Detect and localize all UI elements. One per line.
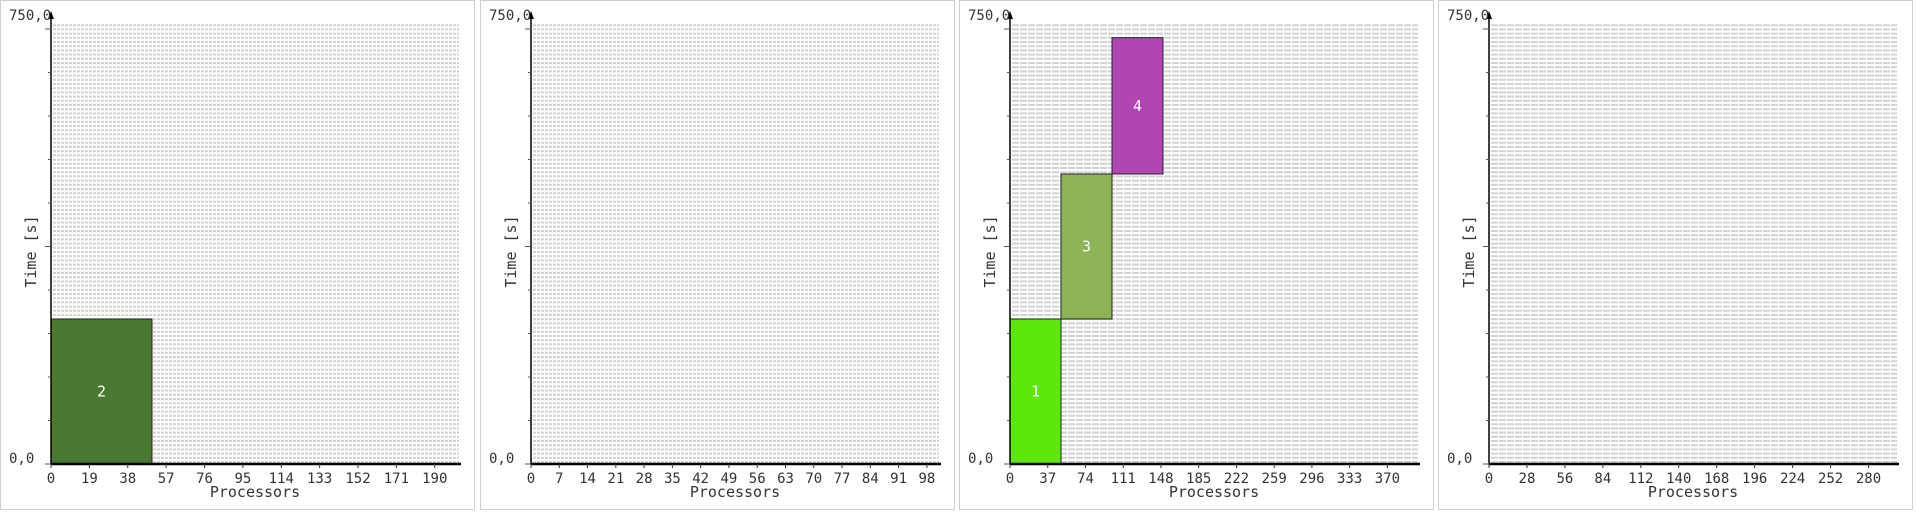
chart1-job-2-label: 2 — [97, 383, 106, 401]
chart2-x-tick-label: 0 — [527, 471, 535, 487]
chart3-x-tick-label: 148 — [1148, 471, 1173, 487]
chart4-x-tick-label: 84 — [1594, 471, 1611, 487]
chart1-x-axis-title: Processors — [210, 483, 300, 501]
chart3-job-1-label: 1 — [1031, 383, 1040, 401]
chart4-x-tick-label: 0 — [1485, 471, 1493, 487]
chart4-x-tick-label: 56 — [1556, 471, 1573, 487]
chart3-y-max-label: 750,0 — [968, 8, 1010, 24]
chart1-x-tick-label: 190 — [422, 471, 447, 487]
chart4-y-axis-arrow — [1486, 11, 1492, 19]
chart1-job-2-rect[interactable] — [50, 318, 153, 465]
chart2-x-tick-label: 21 — [607, 471, 624, 487]
chart1-x-tick-label: 114 — [269, 471, 294, 487]
chart1-y-axis-arrow — [48, 11, 54, 19]
chart3-job-4-rect[interactable] — [1111, 37, 1164, 175]
chart3-x-tick-label: 185 — [1186, 471, 1211, 487]
chart1-x-tick-label: 133 — [307, 471, 332, 487]
chart2-x-tick-label: 35 — [664, 471, 681, 487]
chart3-job-3-rect[interactable] — [1060, 173, 1113, 320]
chart1-x-tick-label: 57 — [158, 471, 175, 487]
chart3-x-tick-label: 333 — [1337, 471, 1362, 487]
chart2-x-tick-label: 98 — [918, 471, 935, 487]
chart2-y-max-label: 750,0 — [489, 8, 531, 24]
chart4-y-max-label: 750,0 — [1447, 8, 1489, 24]
chart1-y-max-label: 750,0 — [9, 8, 51, 24]
chart4-x-tick-label: 224 — [1780, 471, 1805, 487]
chart-svg-3: 1 3 4 0 37 74 111 148 185 222 259 296 333 370 750,0 0,0… — [968, 8, 1420, 501]
chart-panel-1: 2 0 19 38 57 76 95 114 133 152 171 190 750,0 0,0 Time … — [0, 0, 475, 510]
chart4-x-tick-label: 140 — [1666, 471, 1691, 487]
chart2-y-axis-arrow — [528, 11, 534, 19]
chart-svg-1: 2 0 19 38 57 76 95 114 133 152 171 190 750,0 0,0 Time … — [9, 8, 461, 501]
chart4-y-origin-label: 0,0 — [1447, 451, 1472, 467]
chart2-grid — [533, 24, 939, 463]
chart3-job-4-label: 4 — [1133, 97, 1142, 115]
chart1-x-tick-label: 95 — [234, 471, 251, 487]
chart3-job-4[interactable]: 4 — [1111, 37, 1164, 175]
chart4-x-tick-label: 252 — [1818, 471, 1843, 487]
chart2-x-tick-label: 56 — [749, 471, 766, 487]
chart1-x-tick-label: 152 — [345, 471, 370, 487]
chart2-x-tick-label: 49 — [721, 471, 738, 487]
chart4-x-axis-title: Processors — [1648, 483, 1738, 501]
chart2-x-tick-label: 63 — [777, 471, 794, 487]
chart4-x-tick-label: 112 — [1628, 471, 1653, 487]
chart3-x-tick-label: 0 — [1006, 471, 1014, 487]
chart3-x-tick-label: 111 — [1111, 471, 1136, 487]
chart1-job-2[interactable]: 2 — [50, 318, 153, 465]
chart1-y-axis-title: Time [s] — [22, 215, 40, 287]
chart2-x-tick-label: 14 — [579, 471, 596, 487]
chart2-x-tick-label: 42 — [692, 471, 709, 487]
chart3-y-axis-arrow — [1007, 11, 1013, 19]
chart4-grid — [1491, 24, 1897, 463]
chart-panel-2: 0 7 14 21 28 35 42 49 56 63 70 77 84 91 98 750,0 0,0 Time… — [480, 0, 955, 510]
chart4-x-tick-label: 196 — [1742, 471, 1767, 487]
chart-svg-2: 0 7 14 21 28 35 42 49 56 63 70 77 84 91 98 750,0 0,0 Time… — [489, 8, 941, 501]
chart3-x-tick-label: 222 — [1224, 471, 1249, 487]
chart3-job-3-label: 3 — [1082, 238, 1091, 256]
chart1-x-tick-label: 38 — [119, 471, 136, 487]
chart3-job-1[interactable]: 1 — [1009, 318, 1062, 465]
chart2-y-origin-label: 0,0 — [489, 451, 514, 467]
chart1-y-origin-label: 0,0 — [9, 451, 34, 467]
chart1-x-tick-label: 171 — [384, 471, 409, 487]
chart3-x-tick-label: 370 — [1375, 471, 1400, 487]
chart3-x-tick-label: 74 — [1077, 471, 1094, 487]
chart1-grid — [53, 24, 459, 463]
chart-svg-4: 0 28 56 84 112 140 168 196 224 252 280 750,0 0,0 Time… — [1447, 8, 1899, 501]
chart3-y-axis-title: Time [s] — [981, 215, 999, 287]
chart4-y-axis-title: Time [s] — [1460, 215, 1478, 287]
chart2-x-tick-label: 84 — [862, 471, 879, 487]
chart1-x-tick-label: 0 — [47, 471, 55, 487]
chart2-x-tick-label: 70 — [805, 471, 822, 487]
chart2-x-tick-label: 7 — [555, 471, 563, 487]
chart3-y-origin-label: 0,0 — [968, 451, 993, 467]
chart2-x-tick-label: 91 — [890, 471, 907, 487]
chart1-x-tick-label: 19 — [81, 471, 98, 487]
chart1-x-tick-label: 76 — [196, 471, 213, 487]
chart4-x-tick-label: 168 — [1704, 471, 1729, 487]
chart3-x-tick-label: 37 — [1039, 471, 1056, 487]
chart3-x-tick-label: 296 — [1299, 471, 1324, 487]
chart2-y-axis-title: Time [s] — [502, 215, 520, 287]
chart-panel-4: 0 28 56 84 112 140 168 196 224 252 280 750,0 0,0 Time… — [1438, 0, 1913, 510]
chart-panel-3: 1 3 4 0 37 74 111 148 185 222 259 296 333 370 750,0 0,0… — [959, 0, 1434, 510]
chart3-x-axis-title: Processors — [1169, 483, 1259, 501]
chart2-x-tick-label: 77 — [834, 471, 851, 487]
chart4-x-tick-label: 280 — [1856, 471, 1881, 487]
chart2-x-tick-label: 28 — [636, 471, 653, 487]
chart4-x-tick-label: 28 — [1519, 471, 1536, 487]
chart3-x-tick-label: 259 — [1262, 471, 1287, 487]
chart3-job-3[interactable]: 3 — [1060, 173, 1113, 320]
chart2-x-axis-title: Processors — [690, 483, 780, 501]
